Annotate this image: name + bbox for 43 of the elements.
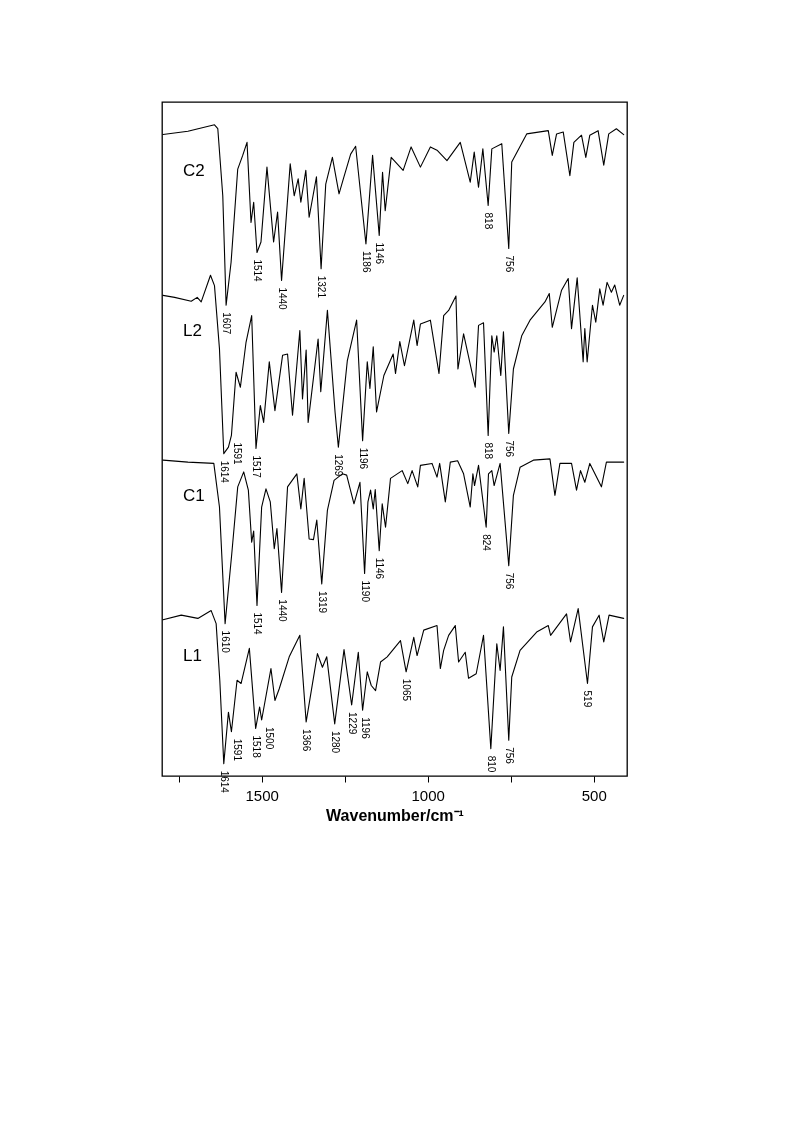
annotation: 1269 bbox=[333, 454, 345, 477]
annotation: 1146 bbox=[374, 557, 386, 580]
annotation: 1321 bbox=[316, 275, 328, 299]
annotation: 1196 bbox=[359, 717, 371, 740]
annotation: 818 bbox=[483, 212, 495, 230]
x-tick-label: 1500 bbox=[245, 786, 279, 804]
annotation: 756 bbox=[503, 572, 515, 590]
annotation: 1591 bbox=[231, 442, 243, 466]
annotation: 1517 bbox=[251, 455, 262, 479]
annotation: 818 bbox=[483, 442, 495, 460]
annotation: 1065 bbox=[401, 678, 413, 702]
annotation: 1591 bbox=[231, 738, 243, 762]
annotation: 1514 bbox=[251, 612, 263, 636]
annotation: 824 bbox=[481, 534, 493, 552]
annotation: 1500 bbox=[263, 727, 275, 750]
annotation: 1229 bbox=[346, 712, 358, 735]
annotation: 756 bbox=[503, 440, 515, 458]
series-label: L1 bbox=[183, 645, 202, 665]
annotation: 1319 bbox=[316, 590, 328, 614]
annotation: 1196 bbox=[357, 447, 369, 470]
annotation: 1610 bbox=[220, 630, 232, 654]
annotation: 1518 bbox=[250, 735, 262, 759]
annotation: 1366 bbox=[301, 728, 313, 752]
x-axis-title: Wavenumber/cm⁻¹ bbox=[326, 806, 464, 824]
annotation: 1146 bbox=[374, 242, 386, 265]
x-tick-label: 1000 bbox=[411, 786, 445, 804]
annotation: 1514 bbox=[251, 259, 263, 283]
x-tick-label: 500 bbox=[581, 786, 607, 804]
annotation: 1190 bbox=[359, 580, 371, 603]
series-label: C1 bbox=[183, 486, 205, 506]
annotation: 1614 bbox=[218, 460, 230, 484]
series-label: C2 bbox=[183, 160, 205, 180]
annotation: 1440 bbox=[276, 287, 288, 311]
annotation: 810 bbox=[485, 755, 497, 773]
annotation: 1607 bbox=[221, 312, 233, 335]
annotation: 519 bbox=[582, 690, 594, 708]
annotation: 756 bbox=[503, 255, 515, 273]
annotation: 1614 bbox=[218, 770, 230, 794]
annotation: 756 bbox=[503, 747, 515, 765]
annotation: 1280 bbox=[329, 730, 341, 754]
annotation: 1440 bbox=[276, 599, 288, 623]
series-label: L2 bbox=[183, 321, 202, 341]
annotation: 1186 bbox=[360, 250, 372, 273]
